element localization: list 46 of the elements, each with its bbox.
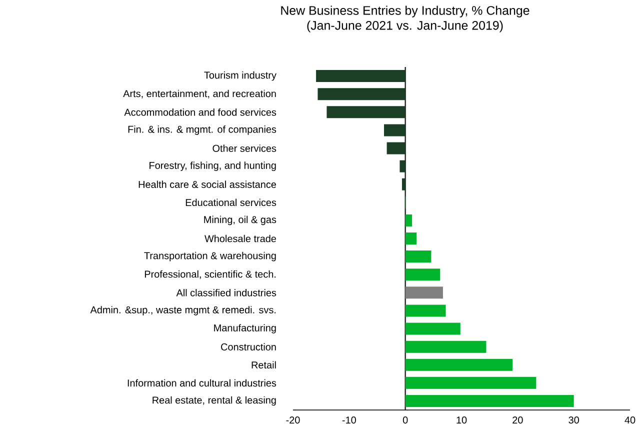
x-tick-label: 30 [568,416,579,424]
bar [318,88,406,100]
x-tick-label: -20 [286,416,300,424]
y-tick-label: Wholesale trade [204,234,276,242]
y-tick-label: Educational services [186,198,276,206]
bar [405,358,513,371]
bar [405,268,440,281]
bar [405,250,432,263]
bar [405,304,446,317]
bar [326,106,406,118]
chart-subtitle: (Jan-June 2021 vs. Jan-June 2019) [307,20,503,32]
y-tick-label: Real estate, rental & leasing [152,396,276,406]
y-tick-label: Other services [212,144,276,152]
y-tick-label: All classified industries [176,289,276,296]
bar [384,124,406,136]
y-tick-label: Health care & social assistance [138,180,276,188]
y-tick-label: Forestry, fishing, and hunting [150,162,276,171]
x-tick-label: 40 [624,416,636,424]
y-tick-label: Transportation & warehousing [144,252,276,262]
y-tick-label: Tourism industry [204,71,276,81]
bar [316,70,406,82]
y-tick-label: Construction [221,343,276,350]
x-tick-label: 10 [456,416,467,424]
bar [405,340,486,353]
bar [405,394,574,407]
y-tick-label: Mining, oil & gas [204,216,276,226]
chart-title: New Business Entries by Industry, % Change [281,6,530,18]
y-tick-label: Professional, scientific & tech. [144,270,276,279]
x-tick-label: -10 [342,416,356,424]
y-tick-label: Fin. & ins. & mgmt. of companies [128,126,276,135]
y-tick-label: Information and cultural industries [128,379,276,387]
bar [405,322,460,335]
y-tick-label: Retail [252,361,276,369]
bar [405,214,412,226]
y-tick-label: Manufacturing [214,324,276,334]
bar [405,286,443,299]
bar [405,232,417,245]
bar [400,160,406,172]
bar [402,178,406,190]
y-tick-label: Admin. &sup., waste mgmt & remedi. svs. [90,306,276,316]
x-tick-label: 20 [512,416,523,424]
x-tick-label: 0 [402,416,408,424]
y-tick-label: Accommodation and food services [124,108,276,116]
bar [386,142,406,154]
y-tick-label: Arts, entertainment, and recreation [123,90,276,98]
bar [405,376,536,389]
